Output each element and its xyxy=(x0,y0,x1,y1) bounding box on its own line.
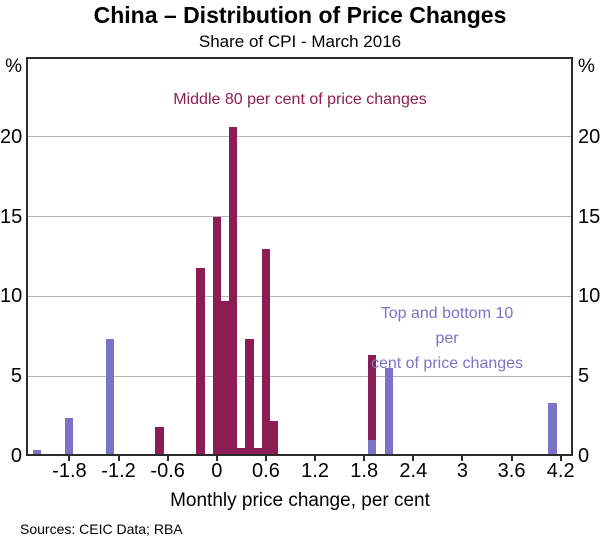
bar-middle-80 xyxy=(196,267,205,456)
x-tick-label: 1.2 xyxy=(301,460,329,482)
y-tick-label-right: 15 xyxy=(578,205,600,228)
x-tick-mark xyxy=(461,456,464,461)
annotation-top-bottom-10: Top and bottom 10 per cent of price chan… xyxy=(370,305,524,372)
plot-area xyxy=(26,57,573,456)
x-tick-label: -0.6 xyxy=(150,460,185,482)
x-tick-label: 2.4 xyxy=(399,460,428,482)
bar-middle-80 xyxy=(220,301,230,456)
y-tick-label-left: 0 xyxy=(10,445,22,467)
x-tick-mark xyxy=(412,456,415,461)
x-tick-label: -1.2 xyxy=(101,460,136,482)
x-tick-label: 0.6 xyxy=(252,460,280,482)
bar-top-bottom-10 xyxy=(65,417,74,456)
x-tick-label: -1.8 xyxy=(52,460,87,482)
y-tick-label-left: 15 xyxy=(0,205,23,228)
bar-middle-80 xyxy=(253,448,262,456)
gridline xyxy=(26,375,573,377)
y-tick-label-right: 5 xyxy=(578,365,590,388)
gridline xyxy=(26,295,573,297)
y-tick-label-right: 10 xyxy=(578,285,600,308)
x-tick-mark xyxy=(559,456,562,461)
x-axis-title: Monthly price change, per cent xyxy=(170,490,430,511)
x-tick-label: 3 xyxy=(456,460,469,482)
x-tick-label: 4.2 xyxy=(546,460,575,482)
x-tick-mark xyxy=(117,456,120,461)
bar-middle-80 xyxy=(237,448,246,456)
y-axis-unit-right: % xyxy=(578,56,595,77)
x-tick-mark xyxy=(264,456,267,461)
y-tick-label-right: 20 xyxy=(578,125,600,148)
bar-top-bottom-10 xyxy=(32,449,41,456)
y-tick-label-right: 0 xyxy=(578,445,590,467)
bar-middle-80 xyxy=(245,339,254,456)
x-tick-mark xyxy=(510,456,513,461)
y-tick-label-left: 10 xyxy=(0,285,23,308)
sources-note: Sources: CEIC Data; RBA xyxy=(20,521,183,537)
x-tick-label: 0 xyxy=(211,460,223,482)
bar-middle-80 xyxy=(368,355,377,456)
gridline xyxy=(26,216,573,218)
x-tick-mark xyxy=(68,456,71,461)
annotation-middle-80: Middle 80 per cent of price changes xyxy=(173,91,427,108)
x-tick-label: 1.8 xyxy=(350,460,379,482)
bar-top-bottom-10 xyxy=(548,403,557,456)
x-tick-mark xyxy=(166,456,169,461)
bar-middle-80 xyxy=(212,216,221,456)
gridline xyxy=(26,136,573,138)
bar-top-bottom-10 xyxy=(384,368,393,456)
y-tick-label-left: 5 xyxy=(10,365,22,388)
x-tick-mark xyxy=(314,456,317,461)
x-tick-mark xyxy=(363,456,366,461)
bar-top-bottom-10 xyxy=(106,339,115,456)
y-tick-label-left: 20 xyxy=(0,125,23,148)
chart-title: China – Distribution of Price Changes xyxy=(93,2,507,28)
bar-middle-80 xyxy=(270,420,279,456)
bar-middle-80 xyxy=(155,427,164,456)
x-tick-mark xyxy=(215,456,218,461)
y-axis-unit-left: % xyxy=(5,56,22,77)
bar-top-bottom-10 xyxy=(368,440,377,456)
x-tick-label: 3.6 xyxy=(497,460,526,482)
bar-middle-80 xyxy=(261,248,271,456)
chart-subtitle: Share of CPI - March 2016 xyxy=(198,32,402,51)
bar-middle-80 xyxy=(229,127,238,456)
